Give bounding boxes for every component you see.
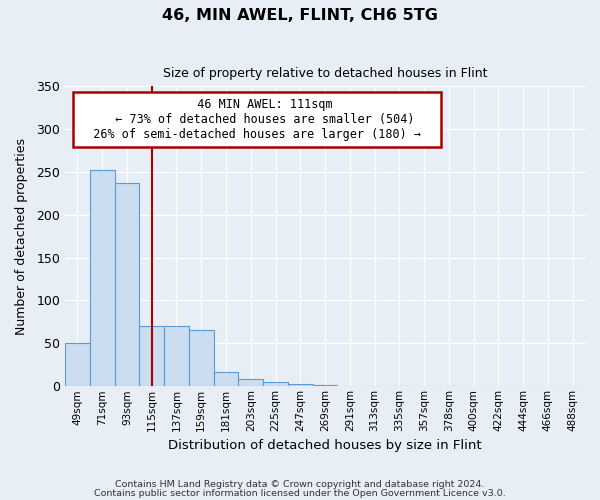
Title: Size of property relative to detached houses in Flint: Size of property relative to detached ho… [163,68,487,80]
Bar [238,378,263,386]
Bar [214,372,238,386]
Bar [288,384,313,386]
Y-axis label: Number of detached properties: Number of detached properties [15,138,28,334]
Text: 46, MIN AWEL, FLINT, CH6 5TG: 46, MIN AWEL, FLINT, CH6 5TG [162,8,438,22]
X-axis label: Distribution of detached houses by size in Flint: Distribution of detached houses by size … [168,440,482,452]
Bar [90,170,115,386]
Bar [139,326,164,386]
Text: Contains public sector information licensed under the Open Government Licence v3: Contains public sector information licen… [94,489,506,498]
Bar [263,382,288,386]
Bar [115,183,139,386]
Text: Contains HM Land Registry data © Crown copyright and database right 2024.: Contains HM Land Registry data © Crown c… [115,480,485,489]
Bar [189,330,214,386]
Text: 46 MIN AWEL: 111sqm
  ← 73% of detached houses are smaller (504)
  26% of semi-d: 46 MIN AWEL: 111sqm ← 73% of detached ho… [79,98,436,141]
Bar [65,344,90,386]
Bar [164,326,189,386]
